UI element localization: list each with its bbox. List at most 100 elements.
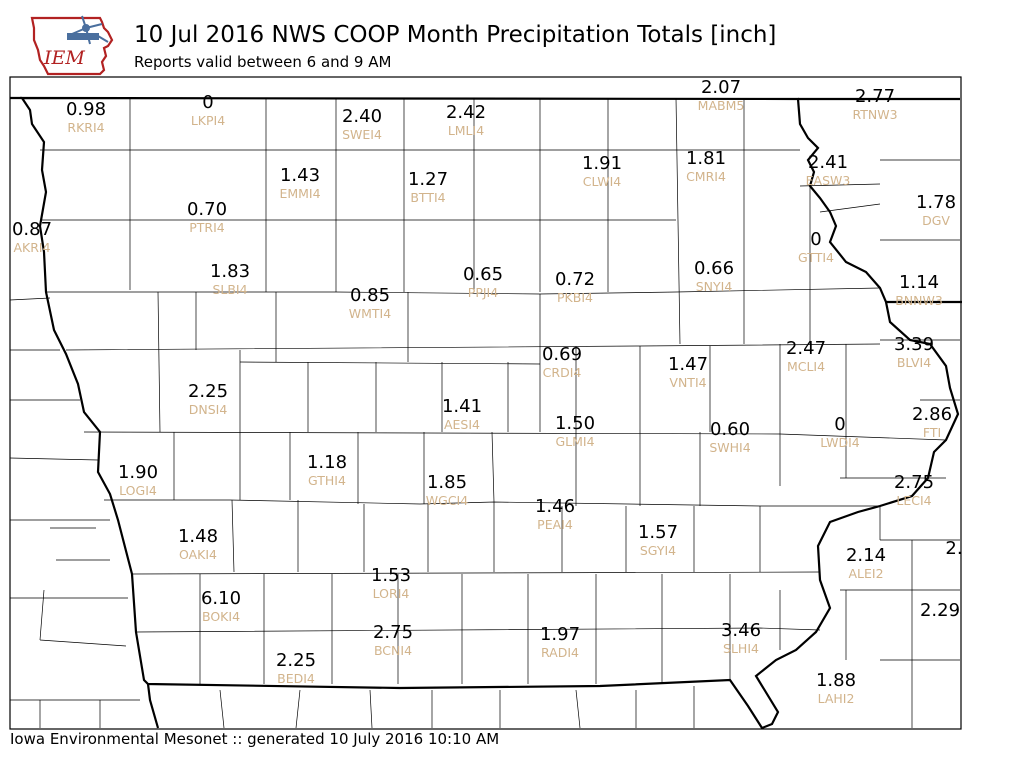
station-id: CLWI4: [583, 174, 622, 189]
station-id: SGYI4: [640, 543, 676, 558]
map-footer: Iowa Environmental Mesonet :: generated …: [10, 730, 500, 748]
state-line-missouri: [146, 683, 160, 729]
station-value: 1.97: [540, 624, 580, 645]
station-id: MCLI4: [787, 359, 825, 374]
station-value: 1.90: [118, 462, 158, 483]
station-value: 0: [834, 414, 845, 435]
station-id: LMLI4: [448, 123, 484, 138]
station-value: 2.47: [786, 338, 826, 359]
station-value: 0.65: [463, 264, 503, 285]
station-value: 2.86: [912, 404, 952, 425]
station-id: PPJI4: [468, 285, 498, 300]
station-value: 1.43: [280, 165, 320, 186]
station-id: SLBI4: [212, 282, 247, 297]
station-id: LOGI4: [119, 483, 157, 498]
map-subtitle: Reports valid between 6 and 9 AM: [134, 53, 392, 71]
station-id: EMMI4: [279, 186, 320, 201]
station-id: DGV: [922, 213, 950, 228]
station-value: 3.39: [894, 334, 934, 355]
station-value: 1.83: [210, 261, 250, 282]
station-value: 0.70: [187, 199, 227, 220]
station-value: 1.85: [427, 472, 467, 493]
station-id: EASW3: [806, 173, 851, 188]
station-value: 3.46: [721, 620, 761, 641]
station-value: 0: [810, 229, 821, 250]
station-id: LWDI4: [820, 435, 859, 450]
county-boundaries: [9, 76, 962, 730]
station-value: 0.98: [66, 99, 106, 120]
station-value: 2.14: [846, 545, 886, 566]
station-value: 1.53: [371, 565, 411, 586]
station-value: 1.14: [899, 272, 939, 293]
station-value: 1.78: [916, 192, 956, 213]
iowa-state-border: [19, 96, 960, 730]
iem-logo-graphic: IEM: [30, 15, 114, 76]
station-id: PTRI4: [189, 220, 225, 235]
logo-text: IEM: [43, 47, 85, 69]
station-value: 1.27: [408, 169, 448, 190]
station-value: 2.25: [276, 650, 316, 671]
station-id: SNYI4: [696, 279, 733, 294]
station-id: AKRI4: [13, 240, 50, 255]
station-value: 0.87: [12, 219, 52, 240]
station-value: 1.91: [582, 153, 622, 174]
map-title: 10 Jul 2016 NWS COOP Month Precipitation…: [134, 22, 777, 48]
station-id: LKPI4: [191, 113, 225, 128]
station-value: 2.: [945, 538, 962, 559]
station-id: CRDI4: [543, 365, 582, 380]
station-value: 2.25: [188, 381, 228, 402]
station-id: SWEI4: [342, 127, 382, 142]
station-id: LAHI2: [818, 691, 855, 706]
station-id: SWHI4: [709, 440, 750, 455]
station-value: 0: [202, 92, 213, 113]
station-value: 1.47: [668, 354, 708, 375]
station-id: BNNW3: [895, 293, 943, 308]
station-id: VNTI4: [669, 375, 706, 390]
station-value: 1.46: [535, 496, 575, 517]
station-value: 1.81: [686, 148, 726, 169]
station-id: DNSI4: [189, 402, 228, 417]
station-id: PKBI4: [557, 290, 593, 305]
station-id: GTHI4: [308, 473, 346, 488]
station-id: LORI4: [373, 586, 410, 601]
station-value: 6.10: [201, 588, 241, 609]
station-id: GLMI4: [555, 434, 594, 449]
station-value: 2.07: [701, 77, 741, 98]
station-value: 2.40: [342, 106, 382, 127]
station-id: BLVI4: [897, 355, 931, 370]
station-id: WGCI4: [426, 493, 468, 508]
station-value: 1.48: [178, 526, 218, 547]
station-value: 2.75: [894, 472, 934, 493]
station-id: RTNW3: [852, 107, 897, 122]
station-value: 2.41: [808, 152, 848, 173]
station-id: SLHI4: [723, 641, 759, 656]
station-id: GTTI4: [798, 250, 834, 265]
station-value: 1.18: [307, 452, 347, 473]
station-id: CMRI4: [686, 169, 726, 184]
station-value: 0.69: [542, 344, 582, 365]
station-id: RKRI4: [67, 120, 104, 135]
station-value: 2.29: [920, 600, 960, 621]
station-id: MABM5: [698, 98, 745, 113]
station-id: BTTI4: [410, 190, 445, 205]
station-value: 0.72: [555, 269, 595, 290]
station-value: 2.75: [373, 622, 413, 643]
station-id: BOKI4: [202, 609, 240, 624]
station-value: 1.88: [816, 670, 856, 691]
station-id: AESI4: [444, 417, 480, 432]
station-id: BCNI4: [374, 643, 412, 658]
station-id: BEDI4: [277, 671, 315, 686]
river-line-missouri: [9, 297, 140, 728]
iem-logo: IEM: [28, 14, 120, 76]
station-value: 0.66: [694, 258, 734, 279]
station-value: 2.77: [855, 86, 895, 107]
station-id: WMTI4: [349, 306, 391, 321]
station-id: OAKI4: [179, 547, 217, 562]
station-id: ALEI2: [848, 566, 883, 581]
station-value: 2.42: [446, 102, 486, 123]
station-value: 0.85: [350, 285, 390, 306]
state-line-north: [10, 96, 960, 101]
station-id: LECI4: [896, 493, 931, 508]
station-value: 1.50: [555, 413, 595, 434]
